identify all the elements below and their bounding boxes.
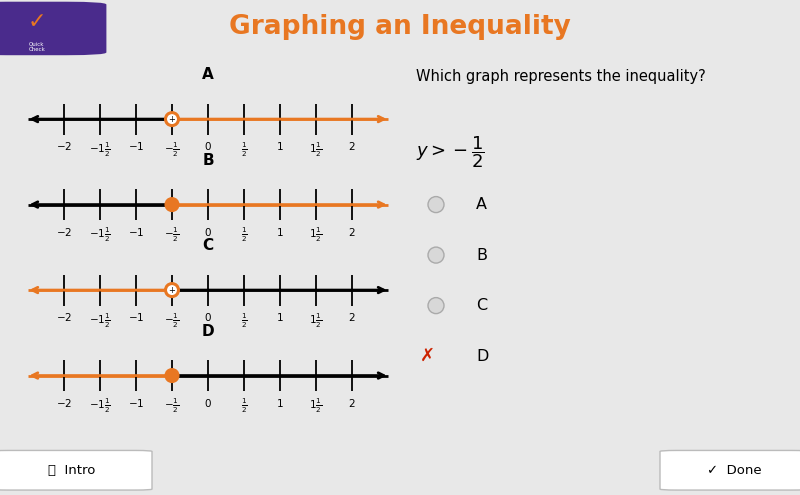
Text: $2$: $2$ bbox=[348, 226, 356, 238]
FancyBboxPatch shape bbox=[0, 450, 152, 490]
Text: $\frac{1}{2}$: $\frac{1}{2}$ bbox=[241, 141, 247, 159]
Text: ✓: ✓ bbox=[27, 11, 46, 32]
Text: $1$: $1$ bbox=[276, 226, 284, 238]
Text: $0$: $0$ bbox=[204, 311, 212, 323]
Text: $1\frac{1}{2}$: $1\frac{1}{2}$ bbox=[310, 141, 322, 159]
Text: $2$: $2$ bbox=[348, 141, 356, 152]
Text: C: C bbox=[476, 298, 487, 313]
Text: $-1\frac{1}{2}$: $-1\frac{1}{2}$ bbox=[89, 397, 111, 415]
Ellipse shape bbox=[166, 198, 178, 211]
Text: $-2$: $-2$ bbox=[56, 226, 72, 238]
Text: +: + bbox=[169, 286, 175, 295]
Text: $-2$: $-2$ bbox=[56, 311, 72, 323]
Text: $-1$: $-1$ bbox=[128, 226, 144, 238]
Text: B: B bbox=[476, 248, 487, 263]
Text: Which graph represents the inequality?: Which graph represents the inequality? bbox=[416, 69, 706, 84]
Text: B: B bbox=[202, 152, 214, 168]
Text: $0$: $0$ bbox=[204, 141, 212, 152]
Text: $1$: $1$ bbox=[276, 311, 284, 323]
Ellipse shape bbox=[428, 247, 444, 263]
Ellipse shape bbox=[428, 297, 444, 314]
Text: $-2$: $-2$ bbox=[56, 141, 72, 152]
Text: D: D bbox=[202, 324, 214, 339]
Text: D: D bbox=[476, 348, 488, 364]
Text: $-1\frac{1}{2}$: $-1\frac{1}{2}$ bbox=[89, 311, 111, 330]
Ellipse shape bbox=[166, 284, 178, 297]
Ellipse shape bbox=[166, 369, 178, 382]
Text: ✓  Done: ✓ Done bbox=[707, 464, 762, 477]
Text: $-1$: $-1$ bbox=[128, 311, 144, 323]
Text: $-1\frac{1}{2}$: $-1\frac{1}{2}$ bbox=[89, 226, 111, 245]
Text: $-\frac{1}{2}$: $-\frac{1}{2}$ bbox=[164, 311, 180, 330]
Text: $\frac{1}{2}$: $\frac{1}{2}$ bbox=[241, 397, 247, 415]
Text: $y > -\dfrac{1}{2}$: $y > -\dfrac{1}{2}$ bbox=[416, 135, 485, 170]
Text: ✗: ✗ bbox=[420, 347, 435, 365]
Text: $\frac{1}{2}$: $\frac{1}{2}$ bbox=[241, 311, 247, 330]
Ellipse shape bbox=[428, 197, 444, 212]
Text: $1$: $1$ bbox=[276, 141, 284, 152]
Text: $-\frac{1}{2}$: $-\frac{1}{2}$ bbox=[164, 397, 180, 415]
Text: $1\frac{1}{2}$: $1\frac{1}{2}$ bbox=[310, 311, 322, 330]
Text: 🔊  Intro: 🔊 Intro bbox=[48, 464, 96, 477]
Text: $1\frac{1}{2}$: $1\frac{1}{2}$ bbox=[310, 397, 322, 415]
Ellipse shape bbox=[166, 112, 178, 126]
Text: $0$: $0$ bbox=[204, 397, 212, 409]
Text: A: A bbox=[202, 67, 214, 82]
Text: $-1\frac{1}{2}$: $-1\frac{1}{2}$ bbox=[89, 141, 111, 159]
Text: $-\frac{1}{2}$: $-\frac{1}{2}$ bbox=[164, 226, 180, 245]
Text: Quick
Check: Quick Check bbox=[28, 41, 46, 52]
Text: C: C bbox=[202, 238, 214, 253]
Text: $1$: $1$ bbox=[276, 397, 284, 409]
Text: $\frac{1}{2}$: $\frac{1}{2}$ bbox=[241, 226, 247, 245]
Text: $1\frac{1}{2}$: $1\frac{1}{2}$ bbox=[310, 226, 322, 245]
Text: $-1$: $-1$ bbox=[128, 397, 144, 409]
FancyBboxPatch shape bbox=[660, 450, 800, 490]
Text: Graphing an Inequality: Graphing an Inequality bbox=[229, 14, 571, 40]
Text: +: + bbox=[169, 115, 175, 124]
Text: $2$: $2$ bbox=[348, 311, 356, 323]
FancyBboxPatch shape bbox=[0, 1, 106, 55]
Text: $-\frac{1}{2}$: $-\frac{1}{2}$ bbox=[164, 141, 180, 159]
Text: A: A bbox=[476, 197, 487, 212]
Text: $0$: $0$ bbox=[204, 226, 212, 238]
Text: $-1$: $-1$ bbox=[128, 141, 144, 152]
Text: $2$: $2$ bbox=[348, 397, 356, 409]
Text: $-2$: $-2$ bbox=[56, 397, 72, 409]
